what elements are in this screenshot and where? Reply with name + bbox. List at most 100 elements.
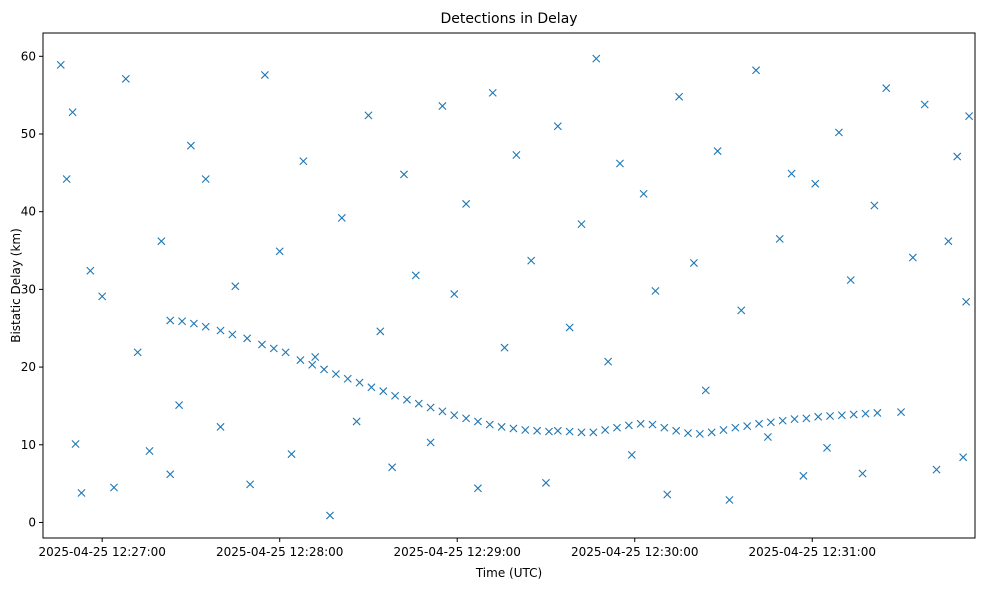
data-point (281, 348, 290, 357)
data-point (228, 330, 237, 339)
chart-title: Detections in Delay (440, 11, 577, 27)
data-point (216, 326, 225, 335)
data-point (713, 147, 722, 156)
data-point (98, 292, 107, 301)
data-point (725, 495, 734, 504)
data-point (553, 122, 562, 131)
data-point (908, 253, 917, 262)
data-point (577, 428, 586, 437)
data-point (201, 175, 210, 184)
data-point (811, 179, 820, 188)
data-point (275, 247, 284, 256)
data-point (565, 427, 574, 436)
data-point (178, 317, 187, 326)
data-point (920, 100, 929, 109)
data-point (337, 213, 346, 222)
data-point (672, 426, 681, 435)
data-point (648, 420, 657, 429)
data-point (870, 201, 879, 210)
data-point (763, 433, 772, 441)
data-point (438, 407, 447, 416)
data-point (766, 418, 775, 427)
data-point (71, 440, 80, 448)
data-point (752, 66, 761, 75)
data-point (287, 450, 296, 459)
data-point (962, 297, 971, 306)
data-point (965, 112, 974, 121)
data-point (450, 290, 459, 299)
y-tick-label: 20 (21, 360, 36, 374)
scatter-markers (56, 54, 974, 520)
data-point (790, 415, 799, 424)
y-tick-label: 0 (28, 515, 36, 529)
x-tick-label: 2025-04-25 12:31:00 (749, 545, 876, 559)
data-point (364, 111, 373, 120)
data-point (269, 344, 278, 353)
data-point (438, 102, 447, 111)
data-point (719, 426, 728, 434)
x-tick-label: 2025-04-25 12:27:00 (38, 545, 165, 559)
data-point (544, 427, 553, 436)
data-point (660, 423, 669, 432)
data-point (663, 490, 672, 499)
y-axis-label: Bistatic Delay (km) (9, 228, 23, 343)
data-point (485, 420, 494, 429)
data-point (689, 258, 698, 267)
y-tick-label: 60 (21, 49, 36, 63)
data-point (858, 469, 867, 478)
data-point (701, 386, 710, 395)
data-point (62, 175, 71, 184)
data-point (402, 395, 411, 404)
data-point (651, 286, 660, 295)
data-point (145, 446, 154, 455)
data-point (399, 170, 408, 179)
data-point (189, 319, 198, 328)
data-point (707, 428, 716, 437)
data-point (731, 423, 740, 432)
data-point (636, 419, 645, 428)
x-axis: 2025-04-25 12:27:00 2025-04-25 12:28:00 20… (38, 538, 876, 559)
data-point (355, 378, 364, 387)
data-point (873, 408, 882, 417)
data-point (684, 429, 692, 438)
data-point (201, 322, 210, 331)
data-point (615, 159, 624, 168)
data-point (166, 470, 175, 479)
data-point (814, 412, 823, 421)
plot-area (42, 32, 976, 539)
data-point (755, 419, 764, 428)
data-point (837, 411, 846, 420)
data-point (497, 422, 506, 431)
data-point (352, 417, 361, 426)
data-point (565, 323, 574, 332)
data-point (695, 429, 704, 438)
data-point (553, 426, 562, 435)
data-point (577, 220, 586, 229)
y-tick-label: 40 (21, 205, 36, 219)
data-point (56, 60, 65, 69)
data-point (157, 237, 166, 246)
plot-frame (42, 32, 976, 539)
data-point (320, 365, 329, 374)
data-point (68, 108, 77, 117)
data-point (624, 421, 633, 430)
data-point (826, 412, 835, 421)
data-point (296, 356, 305, 365)
data-point (379, 387, 388, 396)
data-point (462, 199, 471, 208)
data-point (231, 282, 240, 291)
data-point (308, 360, 317, 369)
data-point (299, 157, 308, 166)
data-point (391, 391, 400, 400)
data-point (462, 414, 471, 423)
data-point (257, 340, 266, 349)
data-point (367, 383, 376, 392)
data-point (509, 424, 518, 433)
data-point (533, 426, 542, 435)
data-point (388, 463, 397, 472)
data-point (166, 316, 175, 325)
data-point (627, 450, 636, 459)
data-point (799, 471, 808, 480)
